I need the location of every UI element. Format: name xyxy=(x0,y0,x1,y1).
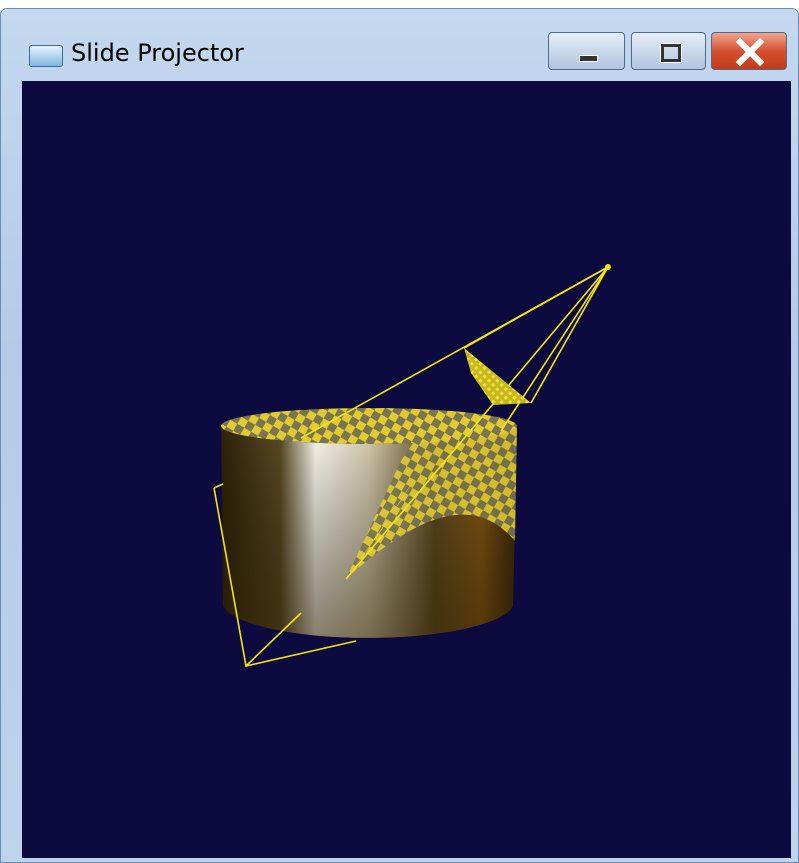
close-icon xyxy=(735,37,765,67)
minimize-button[interactable] xyxy=(548,32,625,70)
render-view xyxy=(22,81,791,858)
slide xyxy=(464,348,531,405)
scene xyxy=(213,264,611,667)
projector-frustum xyxy=(213,266,609,667)
app-icon xyxy=(29,45,63,67)
maximize-button[interactable] xyxy=(631,32,706,70)
light-source xyxy=(605,264,611,270)
window-title: Slide Projector xyxy=(71,39,244,67)
close-button[interactable] xyxy=(711,32,787,70)
window: Slide Projector xyxy=(0,8,799,863)
cylinder xyxy=(221,408,517,638)
